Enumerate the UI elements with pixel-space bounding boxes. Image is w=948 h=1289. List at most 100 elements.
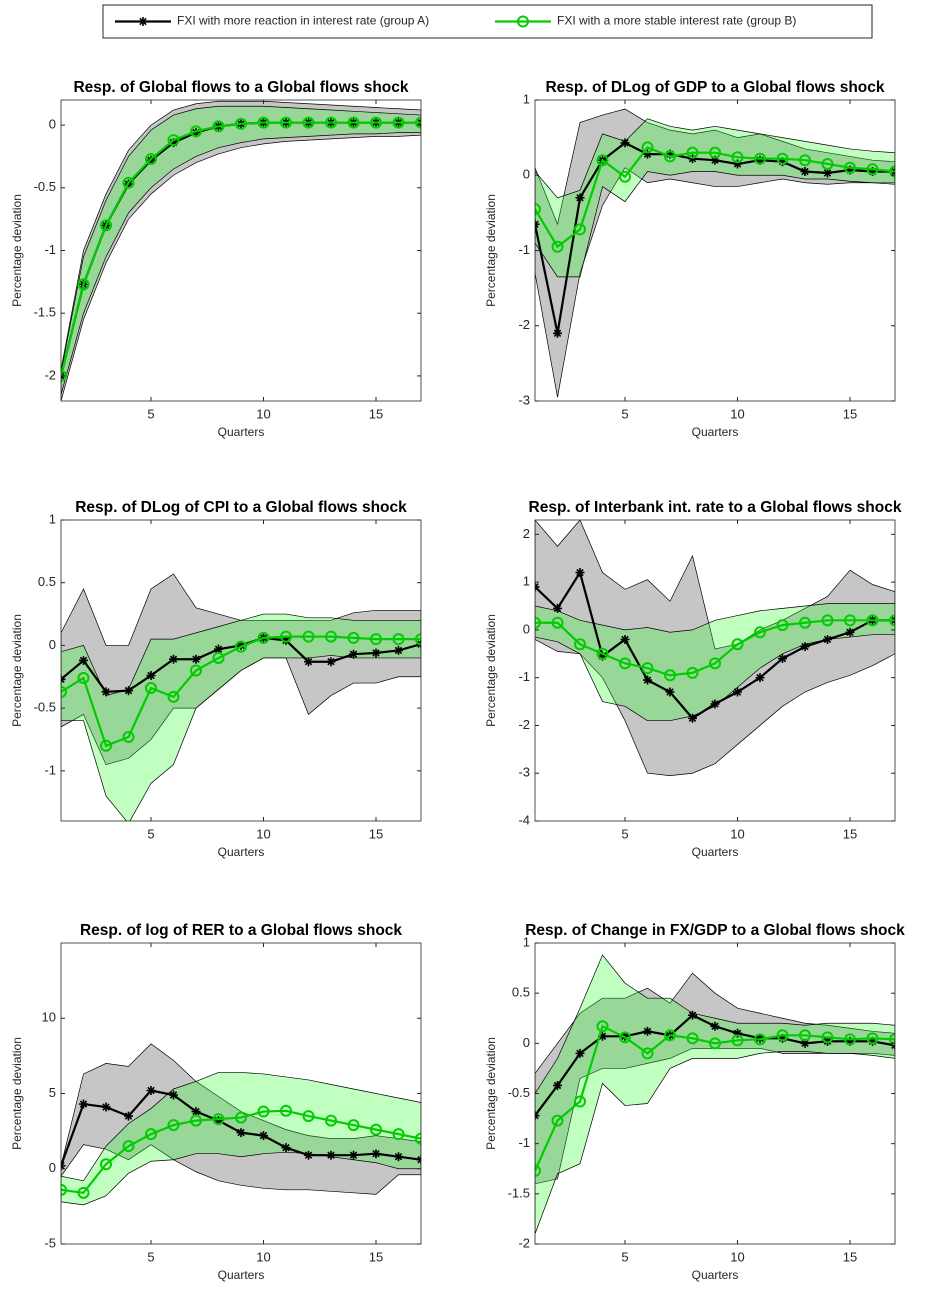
circle-marker: [596, 1020, 609, 1033]
confidence-band: [61, 100, 421, 401]
y-tick-label: -0.5: [508, 1085, 530, 1100]
circle-marker: [596, 647, 609, 660]
asterisk-marker: [755, 673, 765, 683]
circle-marker: [889, 1033, 895, 1046]
x-tick-label: 15: [369, 406, 383, 421]
confidence-band: [535, 954, 895, 1235]
y-tick-label: -1: [518, 1135, 530, 1150]
asterisk-marker: [124, 1111, 133, 1121]
y-tick-label: -1: [44, 242, 56, 257]
circle-marker: [889, 165, 895, 178]
asterisk-marker: [553, 1080, 562, 1090]
asterisk-marker: [371, 1149, 381, 1159]
circle-marker: [754, 152, 766, 165]
circle-marker: [167, 134, 180, 147]
asterisk-marker: [643, 675, 652, 685]
y-tick-label: 2: [523, 526, 530, 541]
circle-marker: [664, 669, 676, 682]
asterisk-marker: [868, 1036, 877, 1046]
asterisk-marker: [394, 1152, 403, 1162]
y-tick-label: 1: [49, 511, 56, 526]
y-tick-label: 0: [523, 1035, 530, 1050]
plot-area: [61, 1043, 421, 1206]
y-tick-label: 0: [49, 1160, 56, 1175]
circle-marker: [122, 730, 135, 743]
circle-marker: [370, 633, 382, 646]
circle-marker: [754, 626, 766, 639]
asterisk-marker: [236, 1128, 246, 1138]
asterisk-marker: [800, 642, 810, 652]
x-tick-label: 10: [730, 406, 744, 421]
asterisk-marker: [620, 634, 630, 644]
x-tick-label: 15: [369, 1249, 383, 1264]
circle-marker: [619, 170, 631, 183]
asterisk-marker: [191, 1107, 201, 1117]
y-tick-label: 1: [523, 934, 530, 949]
circle-marker: [415, 116, 421, 129]
y-tick-label: -2: [518, 717, 530, 732]
circle-marker: [866, 1032, 879, 1045]
asterisk-marker: [214, 644, 223, 654]
x-tick-label: 10: [256, 826, 270, 841]
y-axis-label: Percentage deviation: [10, 1037, 24, 1150]
confidence-band: [535, 118, 895, 278]
plot-area: [535, 954, 895, 1235]
confidence-band: [61, 1072, 421, 1206]
circle-marker: [257, 631, 270, 644]
y-tick-label: -4: [518, 812, 530, 827]
circle-marker: [551, 616, 564, 629]
asterisk-marker: [349, 1150, 358, 1160]
asterisk-marker: [710, 155, 720, 165]
circle-marker: [574, 1095, 586, 1108]
y-axis-label: Percentage deviation: [484, 1037, 498, 1150]
asterisk-marker: [101, 1102, 111, 1112]
asterisk-marker: [326, 657, 336, 667]
asterisk-marker: [845, 627, 855, 637]
chart-title: Resp. of DLog of CPI to a Global flows s…: [75, 499, 407, 516]
x-axis-label: Quarters: [692, 1268, 739, 1282]
asterisk-marker: [259, 1131, 268, 1141]
circle-marker: [325, 1114, 337, 1127]
asterisk-marker: [146, 671, 156, 681]
circle-marker: [235, 640, 247, 653]
circle-marker: [145, 152, 157, 165]
x-tick-label: 5: [147, 406, 154, 421]
chart-title: Resp. of Interbank int. rate to a Global…: [529, 499, 902, 516]
circle-marker: [347, 116, 360, 129]
x-tick-label: 5: [147, 1249, 154, 1264]
circle-marker: [641, 141, 654, 154]
asterisk-marker: [688, 154, 697, 164]
y-tick-label: 0: [49, 637, 56, 652]
circle-marker: [731, 638, 744, 651]
series-line: [61, 121, 421, 377]
plot-area: [61, 573, 421, 821]
y-tick-label: -2: [518, 1235, 530, 1250]
circle-marker: [145, 1128, 157, 1141]
y-tick-label: -1.5: [508, 1185, 530, 1200]
circle-marker: [664, 1029, 676, 1042]
circle-marker: [641, 1047, 654, 1060]
asterisk-marker: [688, 713, 697, 723]
circle-marker: [535, 616, 541, 629]
circle-marker: [190, 125, 202, 138]
circle-marker: [415, 1132, 421, 1145]
circle-marker: [302, 630, 315, 643]
circle-marker: [844, 161, 856, 174]
circle-marker: [821, 614, 834, 627]
circle-marker: [212, 1113, 225, 1126]
asterisk-marker: [79, 1099, 88, 1109]
y-tick-label: -0.5: [34, 700, 56, 715]
x-tick-label: 5: [147, 826, 154, 841]
circle-marker: [212, 651, 225, 664]
circle-marker: [280, 116, 292, 129]
asterisk-marker: [304, 1150, 313, 1160]
y-tick-label: -2: [518, 317, 530, 332]
circle-marker: [415, 633, 421, 646]
circle-marker: [77, 278, 90, 291]
circle-marker: [889, 614, 895, 627]
asterisk-marker: [868, 166, 877, 176]
circle-marker: [754, 1033, 766, 1046]
y-tick-label: -1: [44, 762, 56, 777]
x-tick-label: 15: [843, 406, 857, 421]
asterisk-marker: [598, 1031, 607, 1041]
